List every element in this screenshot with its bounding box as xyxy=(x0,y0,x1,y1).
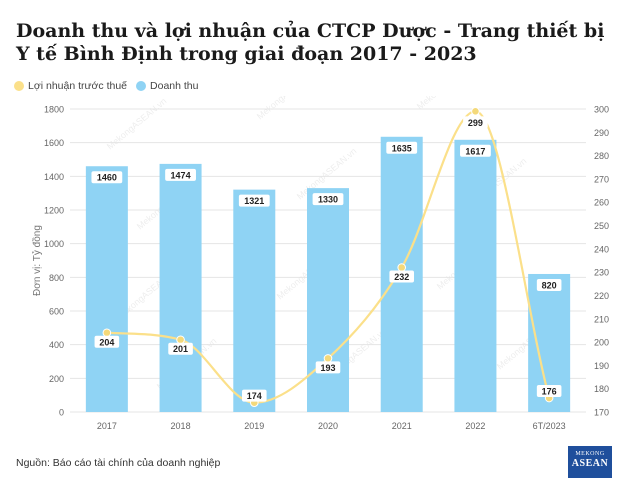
y-tick-right-210: 210 xyxy=(594,314,609,324)
legend-item-revenue[interactable]: Doanh thu xyxy=(136,80,199,92)
y-tick-left-0: 0 xyxy=(59,408,64,418)
revenue-label-2020: 1330 xyxy=(318,195,338,205)
legend-label-profit: Lợi nhuận trước thuế xyxy=(28,80,128,92)
y-tick-left-800: 800 xyxy=(49,273,64,283)
y-tick-left-1400: 1400 xyxy=(44,172,64,182)
revenue-label-2019: 1321 xyxy=(244,196,264,206)
y-tick-left-1800: 1800 xyxy=(44,105,64,115)
revenue-label-2022: 1617 xyxy=(465,146,485,156)
y-tick-right-190: 190 xyxy=(594,361,609,371)
y-tick-right-250: 250 xyxy=(594,221,609,231)
y-tick-left-1600: 1600 xyxy=(44,138,64,148)
profit-label-2022: 299 xyxy=(468,118,483,128)
profit-point-2018[interactable] xyxy=(176,335,185,345)
y-tick-right-220: 220 xyxy=(594,291,609,301)
profit-label-2018: 201 xyxy=(173,344,188,354)
watermark-text-0: MekongASEAN.vn xyxy=(105,96,169,152)
x-tick-2017: 2017 xyxy=(97,421,117,431)
revenue-label-2018-bg xyxy=(165,168,196,181)
y-tick-right-200: 200 xyxy=(594,338,609,348)
profit-line xyxy=(106,110,551,404)
y-tick-right-170: 170 xyxy=(594,408,609,418)
profit-label-2021-bg xyxy=(389,270,415,283)
y-tick-right-260: 260 xyxy=(594,198,609,208)
source-note: Nguồn: Báo cáo tài chính của doanh nghiệ… xyxy=(16,457,221,469)
x-tick-2018: 2018 xyxy=(171,421,191,431)
profit-label-2021: 232 xyxy=(394,272,409,282)
chart-title: Doanh thu và lợi nhuận của CTCP Dược - T… xyxy=(16,20,605,65)
revenue-bar-2018[interactable] xyxy=(159,163,202,412)
y-tick-left-200: 200 xyxy=(49,374,64,384)
revenue-label-2017-bg xyxy=(91,171,123,184)
mekong-asean-logo: MEKONG ASEAN xyxy=(568,446,612,478)
chart-legend: Lợi nhuận trước thuế Doanh thu xyxy=(14,79,208,93)
profit-point-2022[interactable] xyxy=(471,107,480,116)
legend-label-revenue: Doanh thu xyxy=(150,80,199,92)
x-tick-2022: 2022 xyxy=(465,421,485,431)
profit-label-2022-bg xyxy=(463,116,488,129)
legend-swatch-profit xyxy=(14,81,24,91)
revenue-label-2017: 1460 xyxy=(97,173,117,183)
y-tick-left-600: 600 xyxy=(49,307,64,317)
y-tick-right-230: 230 xyxy=(594,268,609,278)
y-tick-right-240: 240 xyxy=(594,244,609,254)
profit-point-2017[interactable] xyxy=(102,328,112,338)
logo-line2: ASEAN xyxy=(571,458,609,469)
revenue-label-2020-bg xyxy=(312,193,344,206)
revenue-label-6T/2023-bg xyxy=(536,278,562,291)
revenue-bar-2020[interactable] xyxy=(307,188,349,412)
x-tick-2021: 2021 xyxy=(392,421,412,431)
profit-label-2017-bg xyxy=(94,335,120,348)
revenue-label-2022-bg xyxy=(460,144,491,157)
y-tick-left-400: 400 xyxy=(49,340,64,350)
profit-label-6T/2023: 176 xyxy=(542,387,557,397)
profit-label-2018-bg xyxy=(168,342,193,355)
y-axis-label: Đơn vị: Tỷ đồng xyxy=(31,225,43,296)
profit-label-2020: 193 xyxy=(320,363,335,373)
x-tick-2020: 2020 xyxy=(318,421,338,431)
profit-point-2020[interactable] xyxy=(323,354,333,363)
revenue-label-2021: 1635 xyxy=(392,143,412,153)
y-tick-right-290: 290 xyxy=(594,128,609,138)
y-tick-right-300: 300 xyxy=(594,105,609,115)
profit-label-2019: 174 xyxy=(247,391,262,401)
y-tick-right-270: 270 xyxy=(594,174,609,184)
revenue-bar-2022[interactable] xyxy=(454,139,497,412)
y-tick-left-1200: 1200 xyxy=(44,206,64,216)
profit-label-6T/2023-bg xyxy=(536,385,562,398)
profit-label-2019-bg xyxy=(241,389,267,402)
y-tick-left-1000: 1000 xyxy=(44,239,64,249)
revenue-bar-2019[interactable] xyxy=(233,189,276,412)
revenue-label-6T/2023: 820 xyxy=(542,280,557,290)
y-tick-right-280: 280 xyxy=(594,151,609,161)
x-tick-2019: 2019 xyxy=(244,421,264,431)
revenue-label-2018: 1474 xyxy=(171,170,191,180)
revenue-label-2019-bg xyxy=(238,194,270,207)
profit-point-2021[interactable] xyxy=(397,263,407,272)
logo-line1: MEKONG xyxy=(575,451,605,457)
profit-label-2017: 204 xyxy=(99,337,114,347)
y-tick-right-180: 180 xyxy=(594,384,609,394)
legend-swatch-revenue xyxy=(136,81,147,91)
revenue-bar-2017[interactable] xyxy=(85,166,128,412)
revenue-label-2021-bg xyxy=(386,141,418,154)
x-tick-6T/2023: 6T/2023 xyxy=(533,421,566,431)
profit-label-2020-bg xyxy=(315,361,341,374)
legend-item-profit[interactable]: Lợi nhuận trước thuế xyxy=(14,80,127,92)
